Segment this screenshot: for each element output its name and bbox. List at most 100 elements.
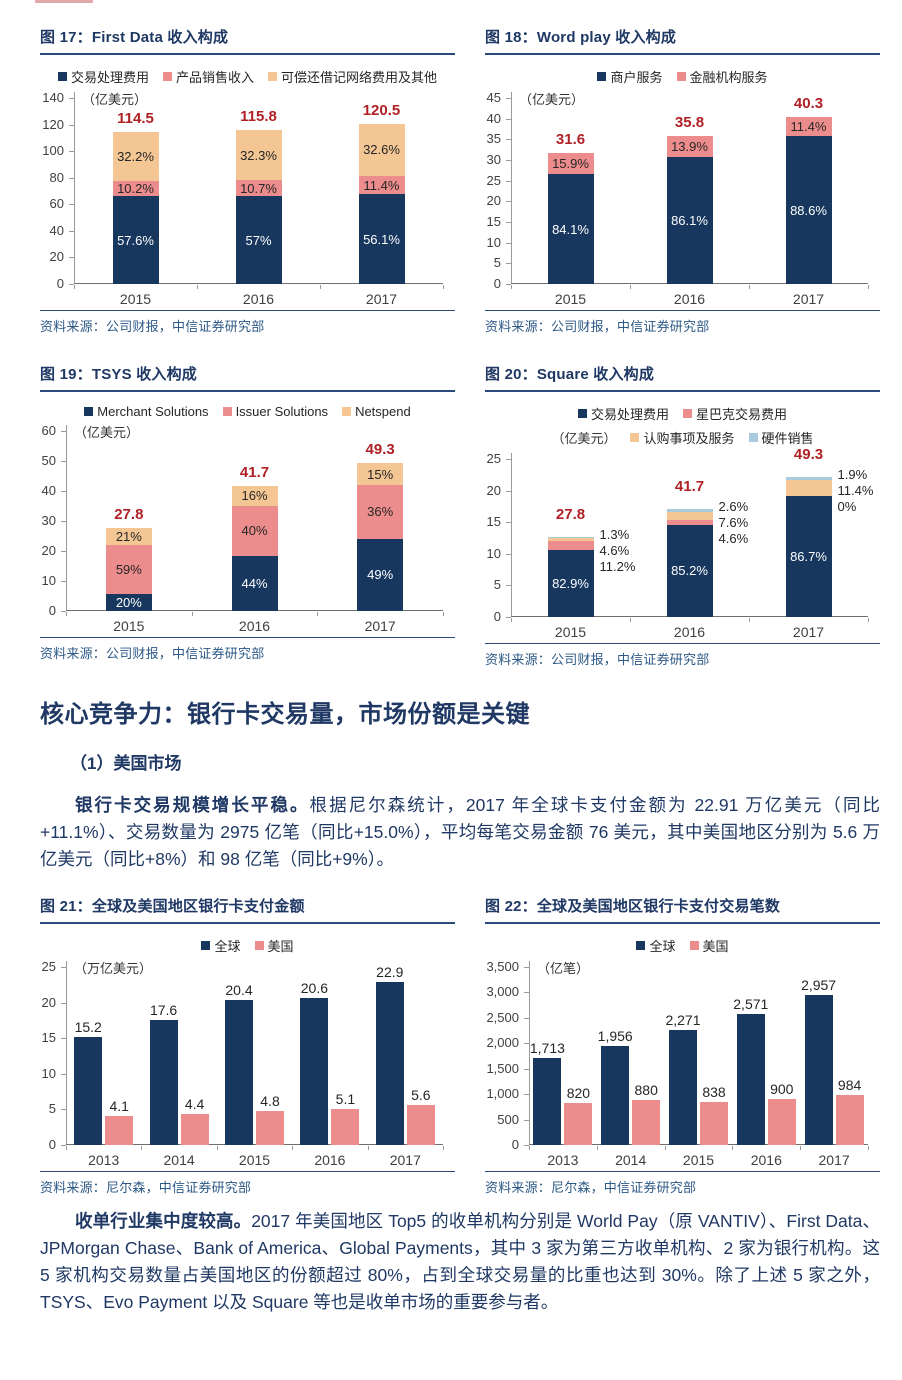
segment-label: 49% [367, 567, 394, 583]
bar-segment: 20% [105, 594, 152, 611]
legend-item: 商户服务 [597, 67, 663, 86]
legend-swatch [630, 433, 640, 442]
segment-label: 13.9% [671, 138, 708, 154]
y-axis-tick-label: 25 [41, 959, 56, 974]
segment-label-outside: 11.2% [599, 558, 636, 574]
y-axis-tick [524, 1094, 529, 1096]
bar-segment: 15% [357, 463, 404, 486]
legend-swatch [748, 433, 758, 442]
plot: 0 10 20 30 40 50 60 2015 2016 2017 （亿美元） 20% 59% 21% 2… [42, 423, 444, 634]
y-axis-tick-label: 3,000 [486, 984, 519, 1000]
bar-segment: 86.7% [785, 495, 832, 617]
x-axis-label: 2016 [238, 618, 271, 634]
y-axis-tick-label: 20 [41, 543, 56, 558]
legend-label: Issuer Solutions [235, 404, 329, 419]
x-axis-tick [630, 618, 631, 622]
x-axis-tick [868, 1146, 869, 1150]
bar-value-label: 984 [837, 1076, 862, 1093]
source-rule [40, 1171, 455, 1172]
source-note: 资料来源：公司财报，中信证券研究部 [40, 646, 265, 661]
y-axis-tick-label: 0 [48, 603, 56, 618]
bar-value-label: 2,271 [665, 1011, 701, 1028]
bar: 84.1% 15.9% [547, 153, 594, 284]
bar-segment: 11.4% [785, 117, 832, 137]
legend-label: 交易处理费用 [70, 70, 149, 85]
segment-label: 32.6% [363, 142, 400, 158]
bar-segment [785, 477, 832, 480]
bar: 57% 10.7% 32.3% [235, 130, 282, 284]
y-axis-tick [506, 617, 511, 618]
y-axis-tick-label: 1,500 [486, 1060, 519, 1076]
bar [601, 1045, 630, 1145]
x-axis-tick [317, 612, 319, 616]
y-axis-tick [524, 992, 529, 994]
y-axis-tick-label: 2,500 [486, 1009, 519, 1025]
y-axis-tick-label: 45 [486, 90, 501, 105]
legend-label: 全球 [214, 939, 241, 954]
segment-label-outside: 4.6% [718, 530, 749, 546]
y-axis-tick-label: 2,000 [486, 1035, 519, 1051]
y-axis-tick-label: 0 [493, 609, 501, 624]
figure-row-1: 图 17：First Data 收入构成 交易处理费用 产品销售收入 可偿还借记网络费… [40, 26, 880, 335]
segment-label-outside: 1.3% [599, 526, 630, 542]
page-top-red-mark [35, 0, 93, 3]
bar-segment: 36% [357, 485, 404, 539]
y-axis-tick [61, 491, 66, 492]
legend-label: 全球 [649, 939, 676, 954]
legend-row: Merchant Solutions Issuer Solutions Netspe… [40, 404, 455, 419]
subsection-heading: （1）美国市场 [70, 754, 182, 773]
x-axis-tick [66, 612, 67, 616]
y-axis-tick [524, 1068, 529, 1070]
legend-swatch [676, 72, 686, 81]
legend-label: 认购事项及服务 [643, 431, 735, 446]
figure-title: 图 20：Square 收入构成 [485, 366, 655, 383]
y-axis-tick [506, 160, 511, 161]
figure-21: 图 21：全球及美国地区银行卡支付金额 全球 美国 0 5 10 15 20 25 2013 201… [40, 895, 455, 1196]
segment-label: 10.2% [117, 181, 154, 197]
paragraph-1-lead: 银行卡交易规模增长平稳。 [75, 795, 310, 815]
y-axis-tick [69, 284, 74, 285]
x-axis-tick [868, 618, 869, 622]
report-page: 图 17：First Data 收入构成 交易处理费用 产品销售收入 可偿还借记网络费… [40, 26, 880, 1312]
y-axis-tick [69, 257, 74, 259]
bar-segment: 57% [235, 196, 282, 284]
bar-segment [666, 519, 713, 525]
x-axis-tick [197, 285, 198, 289]
bar-segment: 84.1% [547, 174, 594, 284]
segment-label-outside: 4.6% [599, 542, 630, 558]
bar-segment: 40% [231, 505, 278, 556]
segment-label: 57.6% [117, 232, 154, 248]
y-axis-tick [61, 1038, 66, 1040]
paragraph-2-lead: 收单行业集中度较高。 [75, 1211, 252, 1231]
legend-item: Merchant Solutions [84, 404, 209, 419]
y-axis-tick-label: 100 [42, 143, 64, 159]
legend-item: Netspend [342, 404, 411, 419]
legend-item: Issuer Solutions [222, 404, 329, 419]
legend-item: 金融机构服务 [676, 67, 768, 86]
figure-title: 图 19：TSYS 收入构成 [40, 366, 197, 383]
x-axis-label: 2015 [119, 291, 152, 307]
plot: 0 5 10 15 20 25 2015 2016 2017 82.9% 27.8 1.3% 4.6% 1… [487, 446, 874, 640]
bar-value-label: 2,571 [733, 996, 769, 1013]
figure-20: 图 20：Square 收入构成 交易处理费用 星巴克交易费用 （亿美元） 认购事项及服… [485, 363, 880, 668]
legend-item: 交易处理费用 [57, 67, 149, 86]
legend-swatch [636, 941, 646, 950]
x-axis-tick [216, 1146, 218, 1150]
y-axis-tick [61, 967, 66, 968]
y-axis-tick-label: 60 [49, 196, 64, 212]
y-axis-tick [61, 461, 66, 462]
title-rule [485, 53, 880, 55]
y-axis-line [529, 961, 530, 1145]
bar-total-label: 40.3 [793, 95, 824, 113]
legend-item: 产品销售收入 [162, 67, 254, 86]
bar [804, 994, 833, 1145]
source-rule [485, 310, 880, 311]
source-note: 资料来源：公司财报，中信证券研究部 [485, 652, 710, 667]
plot-area: 0 5 10 15 20 25 2013 2014 2015 2016 2017 （万亿美元） 15.2… [42, 959, 444, 1168]
bar-total-label: 49.3 [365, 441, 395, 459]
bar: 56.1% 11.4% 32.6% [358, 123, 405, 284]
legend-row: （亿美元） 认购事项及服务 硬件销售 [485, 428, 880, 447]
y-axis-tick [69, 230, 74, 232]
x-axis-tick [443, 285, 444, 289]
x-axis-tick [141, 1146, 143, 1150]
